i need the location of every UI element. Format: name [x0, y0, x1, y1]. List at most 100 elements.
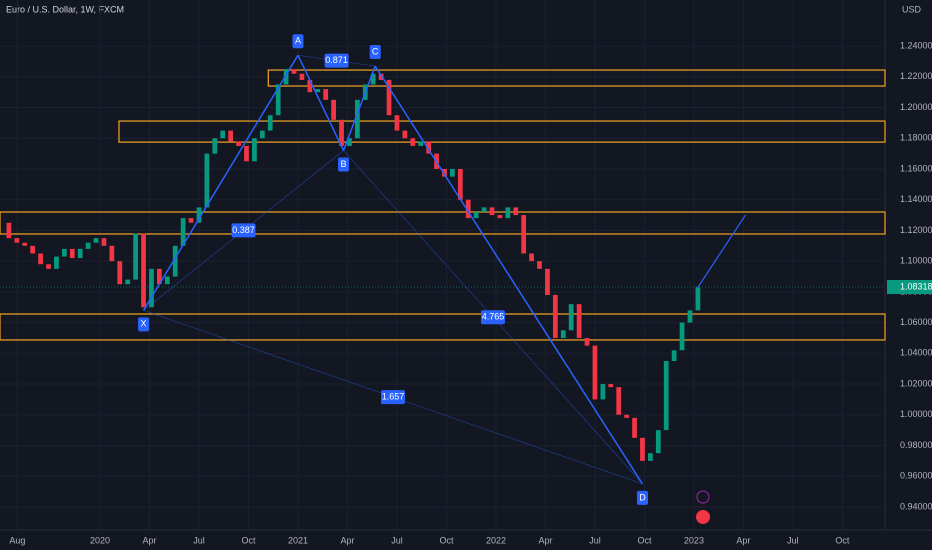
- candle-body: [236, 141, 241, 146]
- pattern-ratio-box: [480, 310, 505, 325]
- candle-body: [164, 276, 170, 285]
- candle-body: [450, 168, 455, 177]
- x-tick-label: Apr: [736, 535, 750, 545]
- candle-body: [228, 130, 234, 142]
- candle-body: [663, 361, 669, 431]
- candle-body: [426, 141, 432, 154]
- candle-body: [545, 268, 550, 295]
- candle-body: [331, 99, 336, 120]
- x-tick-label: 2023: [684, 535, 704, 545]
- flag-icon[interactable]: [696, 510, 710, 524]
- pattern-point-label-box: [138, 317, 150, 332]
- candle-body: [378, 73, 384, 80]
- candle-body: [204, 153, 210, 208]
- y-tick-label: 1.06000: [900, 317, 932, 327]
- y-tick-label: 1.18000: [900, 133, 932, 143]
- pattern-leg: [342, 65, 376, 151]
- y-tick-label: 1.10000: [900, 256, 932, 266]
- zone: [0, 211, 886, 235]
- candle-body: [109, 245, 115, 262]
- x-tick-label: 2022: [486, 535, 506, 545]
- x-tick-label: Jul: [589, 535, 601, 545]
- candle-body: [481, 207, 487, 212]
- candle-body: [584, 337, 590, 346]
- x-tick-label: Aug: [9, 535, 25, 545]
- candle-body: [77, 248, 83, 259]
- candle-body: [402, 130, 408, 139]
- y-tick-label: 1.02000: [900, 378, 932, 388]
- y-tick-label: 1.24000: [900, 40, 932, 50]
- current-price-box: [887, 279, 932, 294]
- candle-body: [307, 79, 313, 93]
- candle-body: [339, 119, 344, 146]
- candle-body: [259, 130, 265, 139]
- candle-body: [592, 345, 598, 400]
- zone: [0, 313, 886, 341]
- y-tick-label: 0.96000: [900, 471, 932, 481]
- event-icon[interactable]: [696, 490, 710, 504]
- pattern-point-label-box: [636, 490, 648, 505]
- candle-body: [38, 253, 43, 265]
- candle-body: [283, 69, 289, 85]
- candle-body: [640, 437, 645, 461]
- x-tick-label: 2020: [90, 535, 110, 545]
- candle-body: [552, 294, 558, 338]
- pattern-point-label: C: [372, 46, 379, 56]
- x-tick-label: Jul: [787, 535, 799, 545]
- x-tick-label: Oct: [241, 535, 256, 545]
- y-tick-label: 1.14000: [900, 194, 932, 204]
- x-tick-label: Apr: [142, 535, 156, 545]
- candle-body: [172, 245, 178, 277]
- zone: [118, 120, 886, 143]
- candle-body: [180, 218, 186, 246]
- candle-body: [505, 207, 511, 219]
- candle-body: [679, 322, 685, 351]
- y-tick-label: 1.04000: [900, 348, 932, 358]
- candle-body: [442, 168, 447, 177]
- candle-body: [69, 248, 75, 259]
- candle-body: [465, 199, 471, 219]
- pattern-ratio-box: [324, 53, 349, 68]
- y-tick-label: 1.12000: [900, 225, 932, 235]
- candle-body: [252, 138, 257, 162]
- candle-body: [85, 242, 91, 249]
- x-tick-label: Jul: [391, 535, 403, 545]
- candle-body: [386, 79, 392, 116]
- pattern-point-label: A: [295, 36, 301, 46]
- y-tick-label: 1.22000: [900, 71, 932, 81]
- candle-body: [354, 99, 360, 139]
- x-tick-label: 2021: [288, 535, 308, 545]
- candle-body: [497, 215, 503, 219]
- candle-body: [671, 350, 677, 362]
- candle-body: [6, 222, 12, 239]
- x-tick-label: Oct: [637, 535, 652, 545]
- candle-body: [624, 414, 630, 418]
- candle-body: [22, 242, 28, 246]
- candle-body: [30, 245, 36, 254]
- candle-body: [576, 304, 582, 338]
- candle-body: [196, 207, 202, 223]
- candle-body: [299, 73, 305, 80]
- candle-body: [655, 430, 661, 454]
- pattern-ratio: 0.387: [232, 225, 255, 235]
- candle-body: [93, 238, 99, 243]
- candle-body: [418, 141, 424, 146]
- y-tick-label: 1.16000: [900, 163, 932, 173]
- candle-body: [220, 130, 226, 139]
- pattern-ratio: 0.871: [325, 55, 348, 65]
- pattern-point-label-box: [338, 157, 350, 172]
- candle-body: [212, 138, 218, 154]
- x-tick-label: Apr: [538, 535, 552, 545]
- candle-body: [473, 212, 479, 219]
- candle-body: [117, 261, 123, 285]
- y-tick-label: 1.00000: [900, 409, 932, 419]
- candle-body: [513, 207, 519, 216]
- pattern-point-label: D: [639, 492, 646, 502]
- candle-body: [141, 233, 146, 308]
- candle-body: [457, 168, 463, 200]
- candle-body: [616, 387, 622, 415]
- candle-body: [489, 207, 495, 216]
